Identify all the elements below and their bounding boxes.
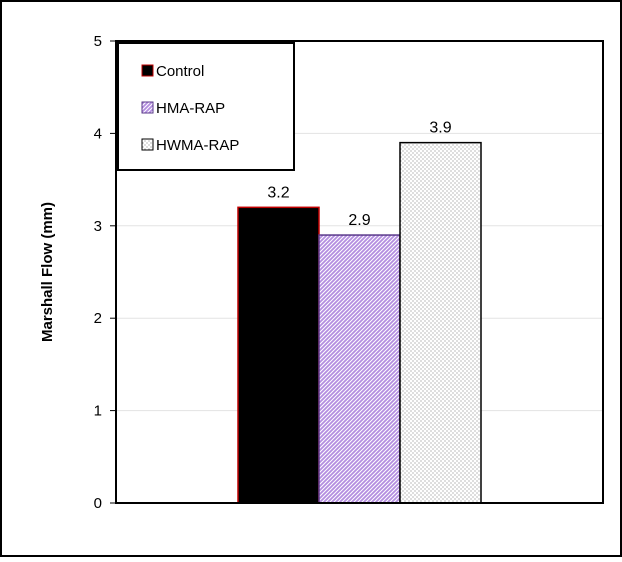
y-axis-ticks: 0 1 2 3 4 5	[94, 33, 116, 512]
legend-label-control: Control	[156, 63, 204, 80]
y-tick-label: 1	[94, 403, 102, 420]
y-tick-label: 5	[94, 33, 102, 50]
legend: Control HMA-RAP HWMA-RAP	[117, 42, 295, 171]
legend-swatch-hwma-rap	[141, 138, 154, 151]
y-tick-label: 2	[94, 310, 102, 327]
legend-swatch-control	[141, 64, 154, 77]
y-tick-label: 0	[94, 495, 102, 512]
bar-hwma-rap	[399, 141, 482, 504]
legend-label-hwma-rap: HWMA-RAP	[156, 137, 239, 154]
bar-control	[237, 206, 320, 504]
data-label-hwma-rap: 3.9	[429, 120, 451, 137]
data-label-hma-rap: 2.9	[348, 212, 370, 229]
y-tick-label: 3	[94, 218, 102, 235]
data-label-control: 3.2	[267, 184, 289, 201]
bar-hma-rap	[318, 234, 401, 504]
legend-label-hma-rap: HMA-RAP	[156, 100, 225, 117]
y-tick-label: 4	[94, 125, 102, 142]
plot-area-border	[115, 40, 604, 504]
y-axis-label: Marshall Flow (mm)	[39, 202, 56, 342]
legend-swatch-hma-rap	[141, 101, 154, 114]
data-labels: 3.2 2.9 3.9	[267, 120, 451, 229]
